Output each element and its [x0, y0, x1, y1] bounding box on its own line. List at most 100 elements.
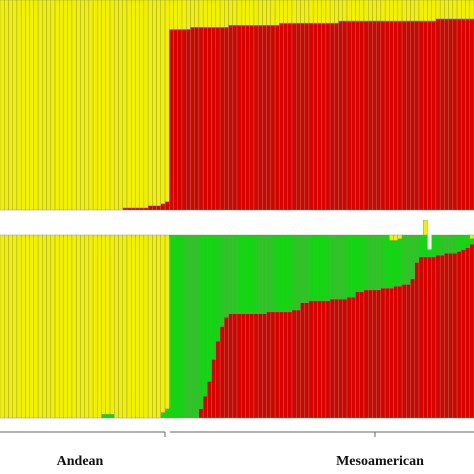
bar-segment	[418, 20, 424, 211]
bar-segment	[80, 234, 85, 419]
bar-segment	[236, 25, 242, 211]
bar-segment	[122, 207, 128, 211]
bar-segment	[296, 309, 301, 419]
bar-segment	[439, 254, 445, 419]
bar-segment	[439, 18, 445, 211]
bar-segment	[410, 278, 415, 419]
bar-segment	[401, 20, 407, 211]
bar-segment	[97, 234, 102, 419]
bar-segment	[465, 18, 470, 211]
bar-segment	[461, 249, 466, 419]
bar-segment	[164, 234, 170, 410]
bar-segment	[342, 298, 348, 419]
bar-segment	[329, 0, 335, 24]
bar-segment	[372, 234, 377, 291]
bar-segment	[287, 234, 293, 313]
bar-segment	[431, 256, 437, 419]
bar-segment	[469, 18, 474, 211]
bar-segment	[397, 20, 403, 211]
bar-segment	[232, 234, 238, 314]
bar-segment	[88, 0, 94, 211]
bar-segment	[300, 234, 305, 303]
bar-segment	[334, 0, 339, 24]
bar-segment	[253, 0, 259, 26]
bar-segment	[372, 0, 377, 22]
bar-segment	[346, 297, 352, 419]
bar-segment	[431, 234, 437, 258]
bar-segment	[444, 0, 449, 20]
bar-segment	[245, 234, 250, 314]
bar-segment	[287, 311, 293, 419]
bar-segment	[156, 234, 162, 419]
bar-segment	[351, 234, 356, 298]
bar-segment	[25, 0, 30, 211]
bar-segment	[4, 234, 9, 419]
bar-segment	[418, 0, 424, 22]
bar-segment	[67, 234, 73, 419]
bar-segment	[262, 234, 267, 314]
bar-segment	[173, 0, 178, 30]
bar-segment	[456, 234, 462, 252]
bar-segment	[452, 234, 458, 254]
bar-segment	[414, 262, 420, 419]
bar-segment	[71, 234, 77, 419]
bar-segment	[126, 0, 132, 209]
bar-segment	[274, 0, 280, 26]
bar-segment	[114, 0, 119, 211]
bar-segment	[101, 234, 107, 415]
bar-segment	[397, 238, 403, 287]
bar-segment	[465, 247, 470, 419]
bar-segment	[169, 234, 174, 419]
bar-segment	[266, 234, 272, 313]
bar-segment	[262, 0, 267, 26]
bar-segment	[211, 234, 217, 360]
bar-segment	[439, 234, 445, 256]
bar-segment	[406, 20, 411, 211]
bar-segment	[130, 234, 136, 419]
bar-segment	[50, 0, 56, 211]
bar-segment	[270, 25, 276, 211]
bar-segment	[173, 29, 178, 211]
bar-segment	[308, 234, 314, 302]
bar-segment	[169, 29, 174, 211]
bar-segment	[469, 238, 474, 245]
bar-segment	[105, 234, 111, 415]
bar-segment	[143, 207, 149, 211]
bar-segment	[194, 0, 200, 28]
bar-segment	[325, 234, 331, 302]
group-label: Mesoamerican	[336, 454, 424, 469]
bar-segment	[355, 291, 360, 419]
bar-segment	[308, 300, 314, 419]
bar-segment	[359, 291, 365, 419]
bar-segment	[321, 22, 327, 211]
bar-segment	[249, 234, 255, 314]
bar-segment	[456, 18, 462, 211]
bar-segment	[118, 0, 123, 211]
bar-segment	[266, 25, 272, 211]
bar-segment	[367, 234, 373, 291]
bar-segment	[257, 0, 263, 26]
bar-segment	[351, 0, 356, 22]
bar-segment	[207, 381, 212, 419]
bar-segment	[139, 207, 145, 211]
bar-segment	[283, 311, 288, 419]
bar-segment	[215, 340, 221, 419]
bar-segment	[177, 234, 183, 419]
bar-segment	[215, 234, 221, 342]
bar-segment	[181, 0, 187, 30]
bar-segment	[397, 286, 403, 419]
bar-segment	[186, 0, 191, 30]
bar-segment	[270, 234, 276, 313]
bar-segment	[59, 0, 64, 211]
bar-segment	[346, 20, 352, 211]
bar-segment	[46, 0, 51, 211]
bar-segment	[296, 234, 301, 311]
bar-segment	[312, 22, 318, 211]
bar-segment	[245, 25, 250, 211]
bar-segment	[338, 0, 344, 22]
bar-segment	[435, 254, 441, 419]
bar-segment	[283, 234, 288, 313]
bar-segment	[20, 234, 26, 419]
bar-segment	[152, 0, 157, 207]
